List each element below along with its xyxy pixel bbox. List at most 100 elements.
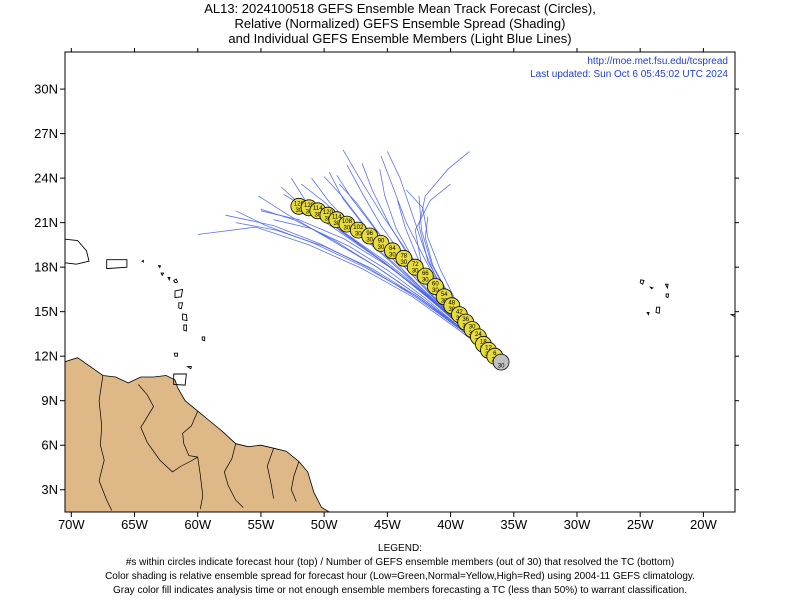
south-america-landmass [65,357,330,512]
y-tick-label: 12N [34,349,58,364]
chart-title-line-2: Relative (Normalized) GEFS Ensemble Spre… [234,16,566,31]
mean-track-circle [492,353,510,371]
circle-forecast-hour: 78 [400,253,407,259]
ensemble-member-track [197,226,502,363]
mean-track-circle [416,267,434,285]
x-tick-label: 45W [374,517,401,532]
y-tick-label: 18N [34,260,58,275]
island-outline [639,279,645,285]
axes: 70W 65W 60W 55W 50W 45W 40W 35W 30W 25W 20W 3N 6N 9N 1… [34,48,739,532]
circle-forecast-hour: 48 [448,301,455,307]
ensemble-member-track [260,208,502,363]
circle-forecast-hour: 114 [332,215,342,221]
circle-forecast-hour: 72 [412,262,419,268]
island-outline [183,324,187,332]
island-outline [173,352,178,357]
circle-forecast-hour: 18 [480,339,487,345]
circle-member-count: 30 [422,278,429,284]
circle-member-count: 30 [333,221,340,227]
island-outline [167,277,171,281]
island-outline [655,306,661,314]
circle-forecast-hour: 54 [441,292,448,298]
circle-forecast-hour: 96 [366,231,373,237]
y-tick-label: 30N [34,82,58,97]
island-outline [186,366,192,370]
island-outline [665,293,670,299]
circle-member-count: 30 [441,298,448,304]
x-tick-label: 50W [311,517,338,532]
circle-member-count: 30 [344,226,351,232]
x-tick-label: 25W [627,517,654,532]
country-border [223,443,244,508]
island-outline [141,259,144,263]
x-tick-label: 30W [564,517,591,532]
circle-member-count: 30 [314,212,321,218]
island-outline [160,272,165,277]
country-border [98,375,113,511]
island-outline [182,313,188,322]
circle-member-count: 30 [412,269,419,275]
circle-forecast-hour: 24 [475,332,482,338]
ensemble-member-track [260,210,502,363]
y-tick-label: 27N [34,126,58,141]
circle-forecast-hour: 66 [422,271,429,277]
x-tick-label: 35W [500,517,527,532]
island-outline [65,238,90,265]
legend-heading: LEGEND: [378,543,422,554]
ensemble-member-track [235,222,502,363]
circle-forecast-hour: 108 [342,219,353,225]
circle-member-count: 30 [366,238,373,244]
source-url[interactable]: http://moe.met.fsu.edu/tcspread [587,56,728,67]
circle-member-count: 30 [389,252,396,258]
y-tick-label: 24N [34,171,58,186]
circle-forecast-hour: 6 [493,351,497,357]
island-outline [157,265,162,269]
island-outline [178,302,184,310]
island-outline [664,283,669,290]
circle-member-count: 30 [400,260,407,266]
mean-track-circle [395,249,413,267]
island-outline [173,373,187,386]
island-outline [173,278,179,284]
island-outline [743,111,751,118]
land-layer [65,111,751,512]
circle-forecast-hour: 36 [462,317,469,323]
y-tick-label: 15N [34,304,58,319]
chart-title-line-1: AL13: 2024100518 GEFS Ensemble Mean Trac… [204,1,596,16]
y-tick-label: 6N [41,438,58,453]
legend-line-3: Gray color fill indicates analysis time … [113,585,687,596]
circle-member-count: 30 [355,232,362,238]
circle-member-count: 30 [498,364,505,370]
circle-member-count: 30 [296,208,303,214]
circle-forecast-hour: 42 [456,310,463,316]
circle-forecast-hour: 120 [304,203,315,209]
x-tick-label: 60W [184,517,211,532]
circle-forecast-hour: 60 [432,282,439,288]
country-border [182,410,204,510]
x-tick-label: 65W [121,517,148,532]
island-outline [201,336,206,342]
island-outline [729,314,735,318]
circle-member-count: 30 [448,307,455,313]
chart-title-line-3: and Individual GEFS Ensemble Members (Li… [228,31,572,46]
circle-forecast-hour: 12 [485,345,492,351]
circle-forecast-hour: 120 [323,210,334,216]
circle-forecast-hour: 114 [313,206,323,212]
island-outline [648,286,654,290]
circle-member-count: 30 [306,209,313,215]
legend-line-1: #s within circles indicate forecast hour… [125,557,675,568]
circle-member-count: 30 [325,217,332,223]
circle-member-count: 30 [432,288,439,294]
island-outline [106,259,128,270]
y-tick-label: 9N [41,393,58,408]
x-tick-label: 70W [58,517,85,532]
y-tick-label: 3N [41,482,58,497]
country-border [266,448,274,499]
island-outline [646,311,650,316]
circle-forecast-hour: 90 [378,238,385,244]
circle-forecast-hour: 84 [389,246,396,252]
x-tick-label: 40W [437,517,464,532]
mean-track-point: 30 [492,353,510,371]
